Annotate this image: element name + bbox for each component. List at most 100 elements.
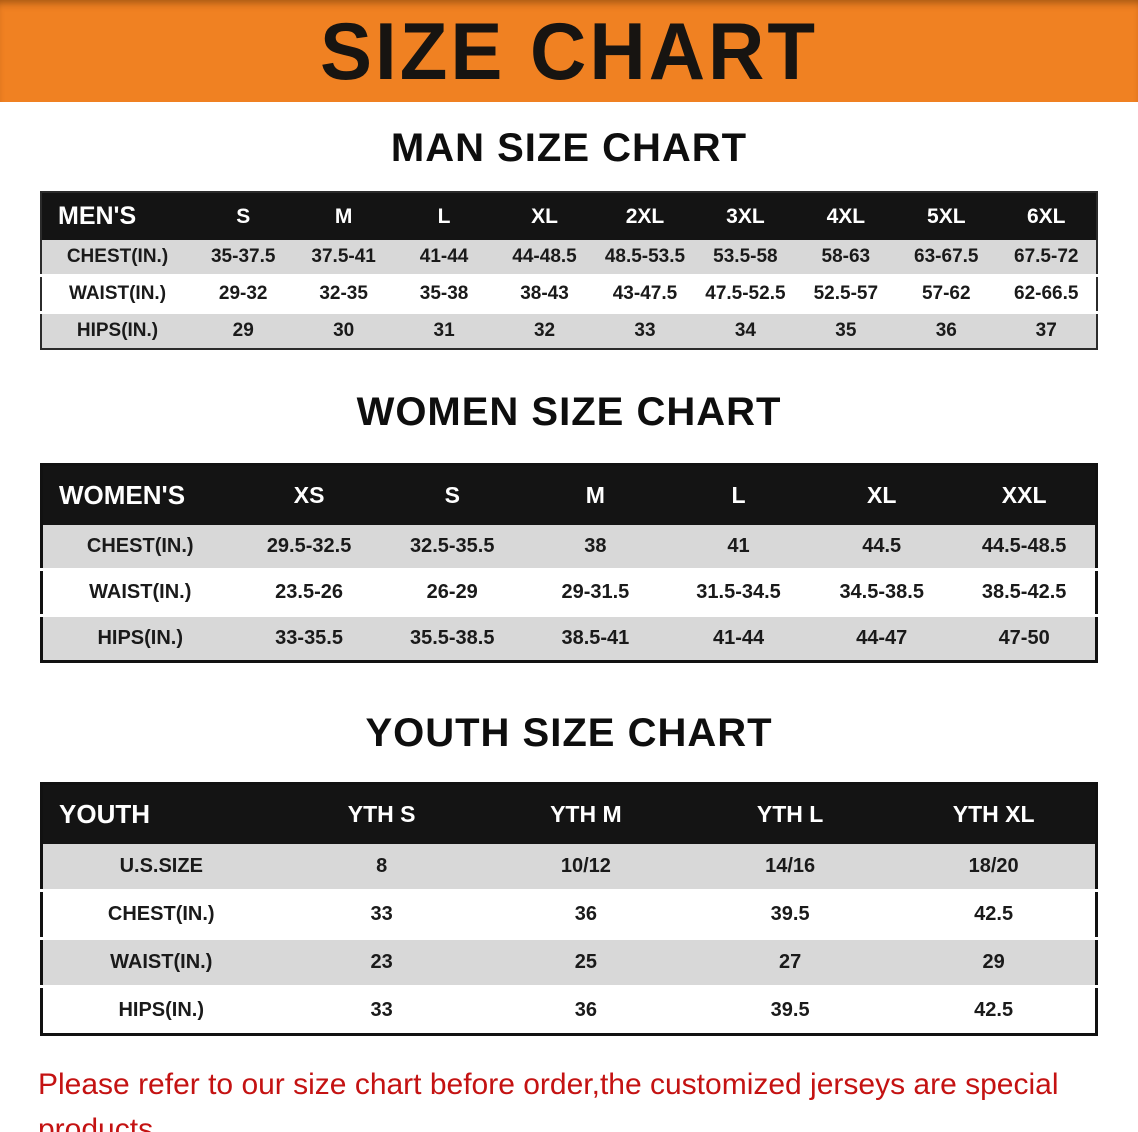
value-cell: 41-44 — [712, 627, 765, 649]
size-header-cell: 2XL — [625, 204, 665, 228]
table-row: HIPS(IN.) 29 30 31 32 33 34 35 36 37 — [41, 312, 1097, 349]
table-title-cell: MEN'S — [58, 202, 137, 230]
value-cell: 14/16 — [765, 855, 816, 877]
value-cell: 67.5-72 — [1014, 246, 1079, 267]
value-cell: 41 — [727, 535, 750, 557]
value-cell: 10/12 — [560, 855, 611, 877]
row-label-cell: HIPS(IN.) — [97, 627, 184, 649]
value-cell: 39.5 — [770, 903, 810, 925]
table-row: HIPS(IN.) 33 36 39.5 42.5 — [41, 986, 1097, 1035]
banner: SIZE CHART — [0, 0, 1138, 102]
value-cell: 26-29 — [426, 581, 478, 603]
men-section-heading: MAN SIZE CHART — [390, 126, 748, 170]
value-cell: 36 — [574, 903, 597, 925]
table-header-row: YOUTH YTH S YTH M YTH L YTH XL — [41, 783, 1097, 844]
section-youth: YOUTH SIZE CHART YOUTH YTH S YTH M YTH L YTH… — [0, 711, 1138, 1036]
table-row: WAIST(IN.) 23.5-26 26-29 29-31.5 31.5-34.5 34… — [41, 569, 1097, 616]
youth-section-heading: YOUTH SIZE CHART — [365, 711, 773, 755]
value-cell: 33 — [370, 903, 393, 925]
women-size-table: WOMEN'S XS S M L XL XXL CHEST(IN.) 29.5-32.5 32.5… — [40, 463, 1098, 663]
value-cell: 43-47.5 — [612, 283, 678, 304]
size-header-cell: 6XL — [1026, 204, 1066, 228]
row-label-cell: CHEST(IN.) — [86, 535, 194, 557]
value-cell: 32-35 — [319, 283, 368, 304]
size-header-cell: XL — [531, 204, 558, 228]
value-cell: 62-66.5 — [1014, 283, 1079, 304]
women-section-heading: WOMEN SIZE CHART — [356, 390, 782, 434]
value-cell: 33-35.5 — [275, 627, 343, 649]
value-cell: 29.5-32.5 — [266, 535, 352, 557]
table-row: WAIST(IN.) 23 25 27 29 — [41, 938, 1097, 987]
value-cell: 8 — [376, 855, 388, 877]
value-cell: 42.5 — [974, 903, 1014, 925]
size-header-cell: YTH XL — [952, 801, 1035, 827]
size-header-cell: M — [585, 482, 605, 508]
row-label-cell: HIPS(IN.) — [118, 999, 205, 1021]
value-cell: 35-37.5 — [210, 246, 276, 267]
value-cell: 63-67.5 — [914, 246, 979, 267]
value-cell: 33 — [634, 320, 656, 341]
value-cell: 27 — [779, 951, 802, 973]
table-row: CHEST(IN.) 33 36 39.5 42.5 — [41, 890, 1097, 939]
value-cell: 38.5-42.5 — [981, 581, 1067, 603]
value-cell: 29-32 — [218, 283, 268, 304]
size-header-cell: M — [334, 204, 353, 228]
size-header-cell: YTH M — [550, 801, 622, 827]
row-label-cell: U.S.SIZE — [119, 855, 203, 877]
value-cell: 35 — [835, 320, 857, 341]
row-label-cell: HIPS(IN.) — [76, 320, 159, 341]
row-label-cell: CHEST(IN.) — [66, 246, 169, 267]
value-cell: 34 — [734, 320, 756, 341]
value-cell: 34.5-38.5 — [839, 581, 924, 603]
value-cell: 33 — [370, 999, 393, 1021]
value-cell: 29-31.5 — [561, 581, 630, 603]
row-label-cell: WAIST(IN.) — [110, 951, 213, 973]
value-cell: 38.5-41 — [561, 627, 630, 649]
value-cell: 47.5-52.5 — [705, 283, 786, 304]
value-cell: 52.5-57 — [813, 283, 879, 304]
value-cell: 23.5-26 — [275, 581, 343, 603]
value-cell: 44.5-48.5 — [981, 535, 1067, 557]
value-cell: 44-47 — [856, 627, 908, 649]
value-cell: 35-38 — [419, 283, 469, 304]
size-header-cell: S — [236, 204, 251, 228]
section-men: MAN SIZE CHART MEN'S S M L XL 2XL 3XL 4XL 5XL 6XL… — [0, 126, 1138, 350]
value-cell: 41-44 — [419, 246, 469, 267]
value-cell: 44-48.5 — [512, 246, 577, 267]
size-header-cell: 3XL — [726, 204, 765, 228]
value-cell: 29 — [232, 320, 254, 341]
table-row: U.S.SIZE 8 10/12 14/16 18/20 — [41, 844, 1097, 891]
value-cell: 38-43 — [520, 283, 569, 304]
row-label-cell: WAIST(IN.) — [89, 581, 192, 603]
table-row: WAIST(IN.) 29-32 32-35 35-38 38-43 43-47.5 47.… — [41, 275, 1097, 313]
table-title-cell: YOUTH — [59, 799, 150, 829]
banner-title: SIZE CHART — [320, 4, 818, 97]
value-cell: 18/20 — [968, 855, 1019, 877]
value-cell: 30 — [333, 320, 355, 341]
size-header-cell: YTH L — [756, 801, 824, 827]
value-cell: 53.5-58 — [713, 246, 778, 267]
value-cell: 32 — [533, 320, 556, 341]
size-header-cell: L — [437, 204, 451, 228]
value-cell: 42.5 — [974, 999, 1014, 1021]
value-cell: 37.5-41 — [311, 246, 376, 267]
value-cell: 57-62 — [921, 283, 971, 304]
value-cell: 47-50 — [998, 627, 1050, 649]
value-cell: 39.5 — [770, 999, 810, 1021]
value-cell: 29 — [982, 951, 1005, 973]
value-cell: 35.5-38.5 — [409, 627, 495, 649]
value-cell: 31 — [433, 320, 455, 341]
value-cell: 32.5-35.5 — [409, 535, 495, 557]
disclaimer-line-1: Please refer to our size chart before or… — [38, 1068, 1059, 1132]
value-cell: 25 — [574, 951, 597, 973]
youth-size-table: YOUTH YTH S YTH M YTH L YTH XL U.S.SIZE 8 10/12… — [40, 782, 1098, 1036]
value-cell: 36 — [574, 999, 597, 1021]
value-cell: 38 — [584, 535, 607, 557]
value-cell: 58-63 — [821, 246, 871, 267]
table-header-row: MEN'S S M L XL 2XL 3XL 4XL 5XL 6XL — [41, 192, 1097, 240]
section-women: WOMEN SIZE CHART WOMEN'S XS S M L XL XXL CHEST(… — [0, 390, 1138, 663]
disclaimer: Please refer to our size chart before or… — [38, 1062, 1100, 1132]
table-row: CHEST(IN.) 35-37.5 37.5-41 41-44 44-48.5 48.5… — [41, 240, 1097, 276]
row-label-cell: CHEST(IN.) — [107, 903, 215, 925]
size-header-cell: YTH S — [347, 801, 416, 827]
